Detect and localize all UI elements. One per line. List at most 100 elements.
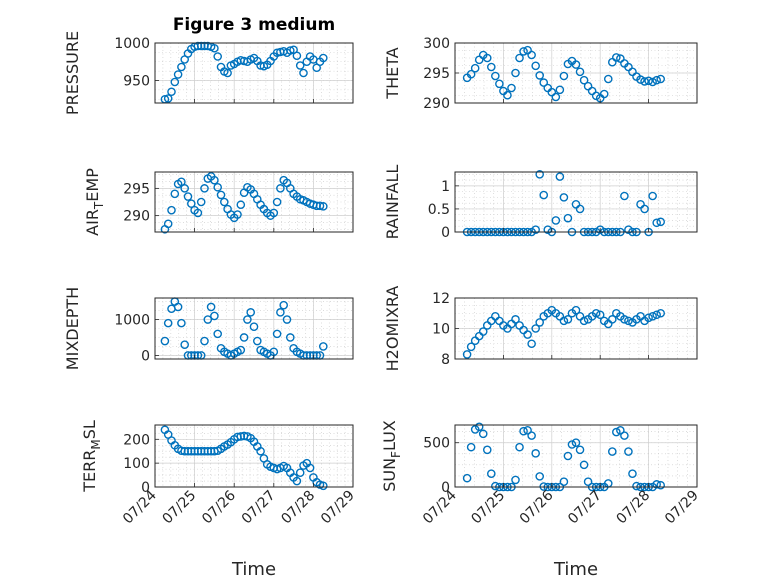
data-point [652, 480, 661, 489]
y-tick-label: 12 [432, 291, 450, 307]
data-point [177, 318, 186, 328]
data-point [210, 43, 219, 53]
data-point [213, 182, 222, 192]
data-point [511, 68, 520, 78]
data-point [608, 315, 617, 324]
y-tick-label: 10 [432, 322, 450, 338]
y-tick-label: 100 [123, 456, 150, 472]
data-point [163, 94, 173, 103]
data-point [531, 449, 540, 458]
data-point [648, 191, 657, 201]
data-point [170, 189, 180, 199]
subplot-terr-msl: 0 100 200 07/24 07/25 07/26 07/27 07/28 07/29 Tim… [80, 420, 358, 580]
data-points [462, 45, 666, 103]
data-point [295, 61, 305, 70]
data-point [233, 210, 242, 219]
data-point [213, 52, 222, 61]
data-point [636, 75, 645, 84]
y-tick-label: 290 [123, 209, 150, 225]
data-point [620, 315, 629, 324]
data-point [206, 302, 216, 312]
data-point [575, 445, 585, 455]
data-point [571, 60, 581, 69]
data-point [620, 431, 629, 440]
data-point [563, 213, 573, 223]
data-point [551, 216, 561, 225]
data-point [470, 63, 480, 73]
data-point [612, 427, 621, 437]
x-tick-label: 07/26 [517, 487, 557, 527]
x-tick-label: 07/26 [199, 487, 239, 527]
data-point [583, 477, 593, 486]
subplot-mixdepth: 0 1000 MIXDEPTH [63, 287, 354, 370]
data-point [285, 46, 295, 55]
axes-outline [154, 171, 354, 233]
data-point [652, 310, 661, 320]
data-point [628, 469, 637, 479]
data-point [640, 204, 649, 214]
data-point [239, 333, 249, 342]
subplot-sun-flux: 0 500 07/24 07/25 07/26 07/27 07/28 07/29 Time SU… [380, 420, 702, 580]
subplot-rainfall: 0 0.5 1 RAINFALL [383, 165, 698, 241]
data-point [236, 345, 246, 355]
data-point [539, 78, 549, 87]
y-axis-label: TERRMSL [80, 420, 103, 493]
data-point [507, 83, 516, 93]
y-axis-label: MIXDEPTH [63, 287, 82, 370]
y-tick-label: 0 [441, 225, 450, 241]
data-point [579, 316, 589, 326]
data-point [608, 447, 617, 456]
data-point [177, 177, 186, 187]
data-point [515, 442, 524, 452]
data-point [616, 426, 625, 435]
y-axis-label: PRESSURE [63, 31, 82, 115]
data-point [503, 90, 512, 100]
data-point [535, 170, 545, 179]
data-point [160, 336, 170, 346]
data-point [167, 205, 176, 215]
data-point [315, 201, 325, 211]
data-point [656, 308, 666, 318]
data-point [256, 446, 265, 456]
data-point [210, 175, 219, 185]
data-point [624, 316, 633, 326]
data-point [579, 460, 589, 470]
data-point [539, 190, 549, 200]
data-point [656, 74, 666, 84]
data-point [285, 333, 295, 342]
data-point [511, 475, 520, 485]
data-point [595, 310, 605, 320]
data-point [555, 172, 565, 181]
y-tick-label: 8 [441, 352, 450, 368]
data-point [579, 75, 589, 85]
x-tick-label: 07/24 [420, 487, 460, 527]
data-points [160, 297, 328, 360]
data-point [249, 322, 259, 332]
data-point [173, 302, 183, 312]
x-tick-label: 07/27 [239, 488, 279, 528]
data-point [299, 68, 308, 78]
data-point [535, 472, 545, 481]
data-point [276, 184, 285, 193]
data-point [318, 481, 328, 491]
y-tick-label: 0 [441, 480, 450, 496]
axes-outline [154, 424, 354, 488]
data-point [575, 67, 585, 77]
data-point [652, 218, 661, 228]
data-point [474, 422, 484, 432]
data-point [563, 451, 573, 461]
y-tick-label: 200 [123, 432, 150, 448]
y-tick-label: 295 [123, 181, 150, 197]
data-point [223, 68, 232, 78]
y-tick-label: 300 [423, 36, 450, 52]
data-point [640, 77, 649, 86]
y-tick-label: 950 [123, 74, 150, 90]
data-point [466, 342, 476, 352]
data-point [511, 315, 520, 324]
data-point [648, 77, 657, 87]
axes-outline [154, 42, 354, 104]
y-axis-label: THETA [383, 47, 402, 99]
data-point [531, 225, 540, 234]
axes-box [154, 42, 354, 104]
x-tick-label: 07/25 [468, 488, 508, 528]
